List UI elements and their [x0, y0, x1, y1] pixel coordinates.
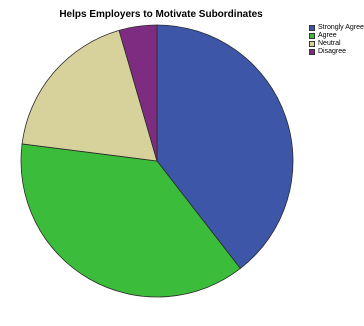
slice-neutral — [21, 29, 158, 162]
slice-strongly-agree — [156, 24, 294, 270]
legend-item-agree: Agree — [309, 32, 364, 40]
legend-swatch — [309, 41, 315, 47]
legend-label: Strongly Agree — [318, 24, 364, 31]
legend-item-strongly-agree: Strongly Agree — [309, 24, 364, 32]
legend-swatch — [309, 49, 315, 55]
legend-item-neutral: Neutral — [309, 40, 364, 48]
legend-label: Agree — [318, 32, 337, 39]
legend: Strongly Agree Agree Neutral Disagree — [309, 24, 364, 56]
legend-swatch — [309, 25, 315, 31]
legend-swatch — [309, 33, 315, 39]
legend-label: Neutral — [318, 40, 341, 47]
legend-label: Disagree — [318, 48, 347, 55]
chart-title: Helps Employers to Motivate Subordinates — [59, 9, 263, 20]
legend-item-disagree: Disagree — [309, 48, 364, 56]
slice-agree — [20, 143, 241, 298]
slice-disagree — [118, 24, 158, 162]
